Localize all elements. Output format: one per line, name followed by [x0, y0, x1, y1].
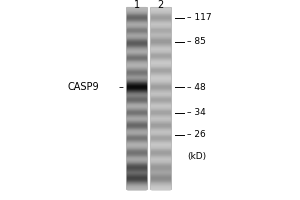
Text: CASP9: CASP9 [68, 82, 99, 92]
Text: – 34: – 34 [187, 108, 206, 117]
Text: – 85: – 85 [187, 37, 206, 46]
Text: – 26: – 26 [187, 130, 206, 139]
Text: (kD): (kD) [187, 152, 206, 161]
Text: 1: 1 [134, 0, 140, 10]
Text: – 48: – 48 [187, 83, 206, 92]
Text: 2: 2 [157, 0, 164, 10]
Bar [150, 7, 171, 189]
Bar [126, 7, 147, 189]
Text: – 117: – 117 [187, 13, 212, 22]
Text: –: – [118, 82, 124, 92]
